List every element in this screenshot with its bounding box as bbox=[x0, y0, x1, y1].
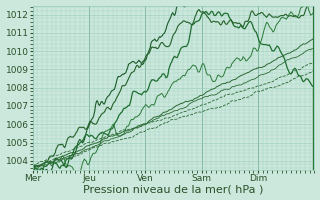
X-axis label: Pression niveau de la mer( hPa ): Pression niveau de la mer( hPa ) bbox=[84, 184, 264, 194]
